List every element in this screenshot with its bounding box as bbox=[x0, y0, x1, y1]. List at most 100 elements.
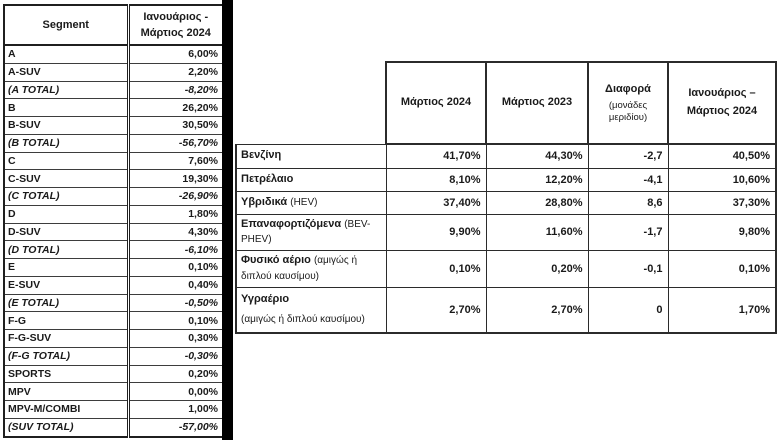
segment-cell: (F-G TOTAL) bbox=[3, 346, 129, 366]
divider-bar bbox=[222, 0, 233, 440]
segment-cell: MPV bbox=[3, 382, 129, 402]
table-row: MPV-M/COMBI 1,00% bbox=[3, 400, 224, 419]
segment-cell: (B TOTAL) bbox=[3, 133, 129, 153]
fuel-name: Φυσικό αέριο bbox=[241, 254, 311, 267]
fuel-name: Βενζίνη bbox=[241, 149, 282, 162]
table-row: Υγραέριο (αμιγώς ή διπλού καυσίμου) 2,70… bbox=[235, 287, 777, 334]
table-row-total: (E TOTAL) -0,50% bbox=[3, 293, 224, 313]
value-cell: 0,20% bbox=[126, 364, 224, 384]
empty-corner-cell bbox=[236, 62, 386, 144]
segment-cell: A bbox=[3, 44, 129, 64]
table-row: E 0,10% bbox=[3, 258, 224, 277]
period-header-line1: Ιανουάριος - bbox=[143, 10, 209, 23]
fuel-name: Επαναφορτιζόμενα bbox=[241, 217, 342, 230]
value-cell: 2,20% bbox=[126, 62, 224, 82]
value-cell: 1,00% bbox=[126, 400, 224, 419]
mar-2023-column-header: Μάρτιος 2023 bbox=[485, 61, 589, 145]
header-subtitle: (μονάδες μεριδίου) bbox=[608, 99, 648, 124]
segment-column-header: Segment bbox=[3, 4, 129, 46]
segment-cell: B bbox=[3, 98, 129, 118]
segment-cell: F-G-SUV bbox=[3, 329, 129, 348]
segment-cell: C-SUV bbox=[3, 169, 129, 189]
mar-2024-cell: 0,10% bbox=[385, 250, 487, 289]
value-cell: 19,30% bbox=[126, 169, 224, 189]
mar-2024-cell: 37,40% bbox=[385, 190, 487, 215]
jan-mar-2024-column-header: Ιανουάριος – Μάρτιος 2024 bbox=[667, 61, 777, 145]
value-cell: -56,70% bbox=[126, 133, 224, 153]
segment-cell: (E TOTAL) bbox=[3, 293, 129, 313]
segment-cell: F-G bbox=[3, 311, 129, 331]
segment-cell: C bbox=[3, 151, 129, 171]
segment-share-table: Segment Ιανουάριος - Μάρτιος 2024 A 6,00% … bbox=[3, 4, 224, 438]
jan-mar-2024-cell: 37,30% bbox=[667, 190, 777, 215]
table-row: C 7,60% bbox=[3, 151, 224, 171]
header-title: Μάρτιος 2023 bbox=[501, 96, 573, 109]
segment-cell: (SUV TOTAL) bbox=[3, 417, 129, 438]
fuel-label-cell: Πετρέλαιο bbox=[235, 167, 387, 192]
mar-2023-cell: 11,60% bbox=[485, 213, 589, 252]
mar-2023-cell: 28,80% bbox=[485, 190, 589, 215]
value-cell: -0,30% bbox=[126, 346, 224, 366]
mar-2023-cell: 2,70% bbox=[485, 287, 589, 334]
value-cell: -26,90% bbox=[126, 187, 224, 206]
table-row: SPORTS 0,20% bbox=[3, 364, 224, 384]
value-cell: -6,10% bbox=[126, 240, 224, 260]
fuel-label-cell: Βενζίνη bbox=[235, 143, 387, 169]
fuel-label-cell: Υβριδικά (HEV) bbox=[235, 190, 387, 215]
difference-cell: -4,1 bbox=[587, 167, 669, 192]
difference-column-header: Διαφορά (μονάδες μεριδίου) bbox=[587, 61, 669, 145]
mar-2024-cell: 41,70% bbox=[385, 143, 487, 169]
jan-mar-2024-cell: 0,10% bbox=[667, 250, 777, 289]
mar-2024-column-header: Μάρτιος 2024 bbox=[385, 61, 487, 145]
value-cell: -57,00% bbox=[126, 417, 224, 438]
period-header-line2: Μάρτιος 2024 bbox=[140, 27, 211, 39]
table-row: C-SUV 19,30% bbox=[3, 169, 224, 189]
value-cell: 0,40% bbox=[126, 275, 224, 295]
difference-cell: -2,7 bbox=[587, 143, 669, 169]
table-row: F-G 0,10% bbox=[3, 311, 224, 331]
fuel-share-table: Μάρτιος 2024 Μάρτιος 2023 Διαφορά (μονάδε… bbox=[235, 61, 777, 334]
segment-cell: E bbox=[3, 258, 129, 277]
jan-mar-2024-cell: 10,60% bbox=[667, 167, 777, 192]
table-row: Επαναφορτιζόμενα (BEV-PHEV) 9,90% 11,60%… bbox=[235, 213, 777, 252]
mar-2024-cell: 9,90% bbox=[385, 213, 487, 252]
mar-2023-cell: 44,30% bbox=[485, 143, 589, 169]
table-row: F-G-SUV 0,30% bbox=[3, 329, 224, 348]
table-row: D-SUV 4,30% bbox=[3, 222, 224, 242]
fuel-label-cell: Φυσικό αέριο (αμιγώς ή διπλού καυσίμου) bbox=[235, 250, 387, 289]
value-cell: 0,00% bbox=[126, 382, 224, 402]
difference-cell: 8,6 bbox=[587, 190, 669, 215]
fuel-name: Πετρέλαιο bbox=[241, 172, 294, 185]
table-row: D 1,80% bbox=[3, 204, 224, 224]
mar-2023-cell: 12,20% bbox=[485, 167, 589, 192]
table-row-total: (C TOTAL) -26,90% bbox=[3, 187, 224, 206]
header-title: Διαφορά bbox=[605, 83, 651, 96]
segment-cell: D-SUV bbox=[3, 222, 129, 242]
segment-cell: A-SUV bbox=[3, 62, 129, 82]
header-title: Μάρτιος 2024 bbox=[400, 96, 472, 109]
mar-2023-cell: 0,20% bbox=[485, 250, 589, 289]
table-row-total: (A TOTAL) -8,20% bbox=[3, 80, 224, 100]
table-row-total: (SUV TOTAL) -57,00% bbox=[3, 417, 224, 438]
header-title: Ιανουάριος – Μάρτιος 2024 bbox=[686, 87, 758, 117]
value-cell: 0,10% bbox=[126, 311, 224, 331]
difference-cell: -1,7 bbox=[587, 213, 669, 252]
table-row: MPV 0,00% bbox=[3, 382, 224, 402]
table-row: Φυσικό αέριο (αμιγώς ή διπλού καυσίμου) … bbox=[235, 250, 777, 289]
table-row-total: (B TOTAL) -56,70% bbox=[3, 133, 224, 153]
value-cell: 4,30% bbox=[126, 222, 224, 242]
fuel-name: Υβριδικά bbox=[241, 195, 288, 208]
value-cell: 0,10% bbox=[126, 258, 224, 277]
fuel-table-header-row: Μάρτιος 2024 Μάρτιος 2023 Διαφορά (μονάδε… bbox=[236, 61, 777, 145]
table-row-total: (F-G TOTAL) -0,30% bbox=[3, 346, 224, 366]
segment-cell: (D TOTAL) bbox=[3, 240, 129, 260]
segment-cell: (C TOTAL) bbox=[3, 187, 129, 206]
fuel-name: Υγραέριο bbox=[241, 293, 290, 306]
segment-cell: D bbox=[3, 204, 129, 224]
table-row: B-SUV 30,50% bbox=[3, 116, 224, 135]
period-column-header: Ιανουάριος - Μάρτιος 2024 bbox=[126, 4, 224, 46]
value-cell: 1,80% bbox=[126, 204, 224, 224]
mar-2024-cell: 2,70% bbox=[385, 287, 487, 334]
table-row-total: (D TOTAL) -6,10% bbox=[3, 240, 224, 260]
jan-mar-2024-cell: 1,70% bbox=[667, 287, 777, 334]
